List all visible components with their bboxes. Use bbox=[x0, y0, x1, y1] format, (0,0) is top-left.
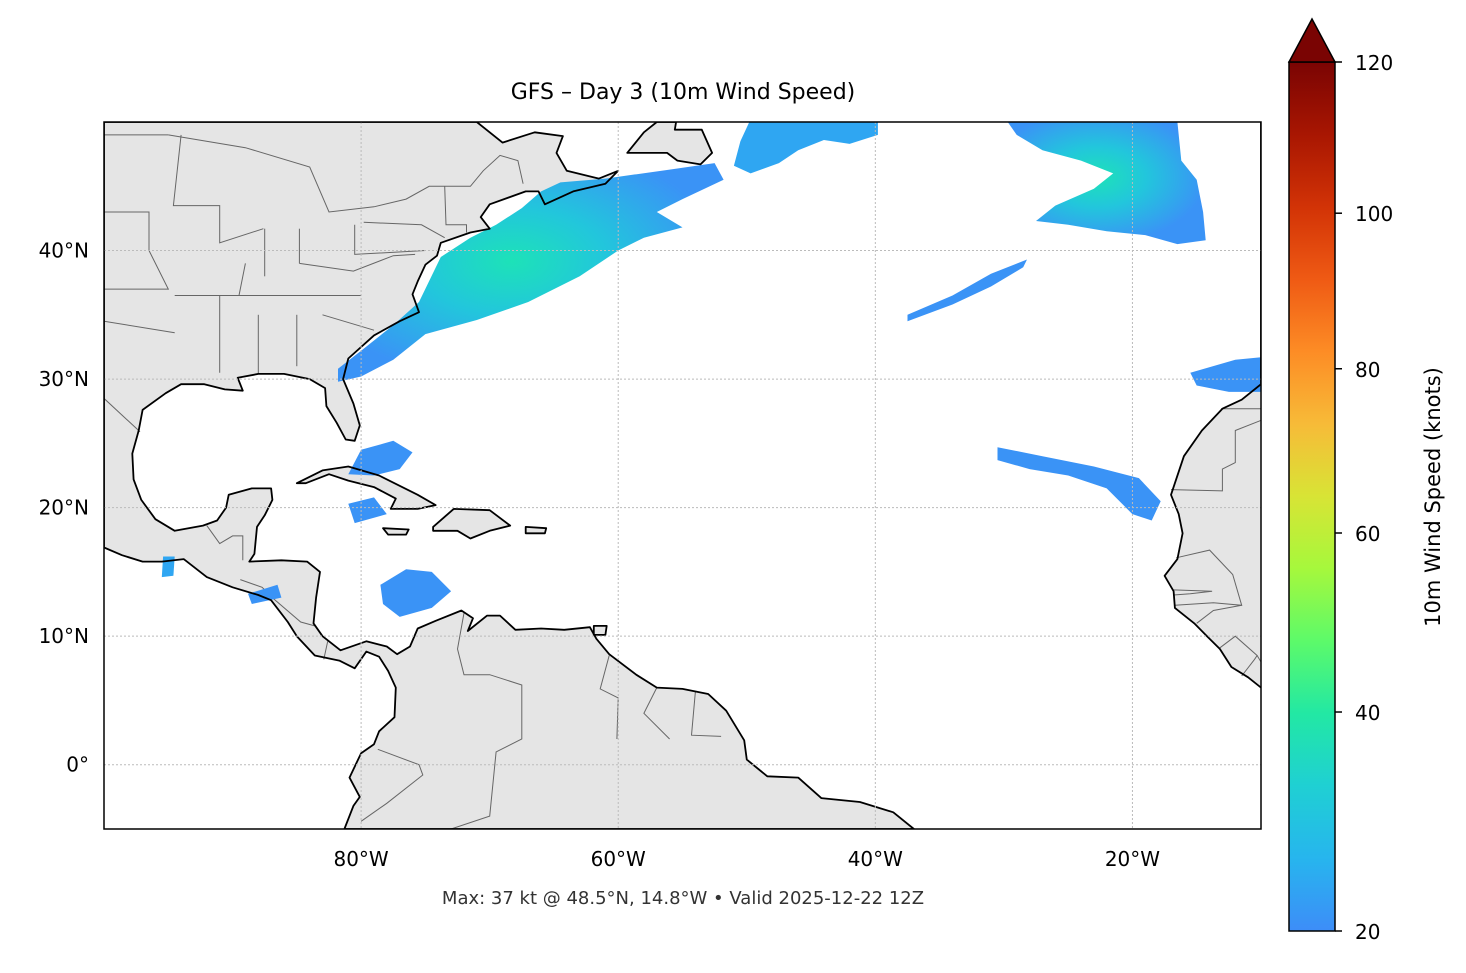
land-newfoundland bbox=[627, 122, 713, 165]
border-line bbox=[599, 655, 619, 740]
border-line bbox=[219, 263, 246, 373]
wind-field-region bbox=[348, 497, 387, 524]
map-frame bbox=[103, 121, 1262, 830]
border-line bbox=[1173, 589, 1213, 596]
border-line bbox=[1174, 549, 1243, 606]
border-line bbox=[360, 748, 424, 822]
border-line bbox=[104, 320, 175, 334]
coastline-jamaica bbox=[382, 527, 410, 536]
land-africa bbox=[1164, 122, 1261, 688]
border-line bbox=[363, 221, 445, 239]
wind-field-region bbox=[997, 447, 1161, 521]
border-line bbox=[354, 224, 426, 255]
colorbar-extend-max-arrow bbox=[1287, 17, 1337, 63]
wind-field-region bbox=[380, 569, 452, 617]
border-line bbox=[206, 525, 244, 561]
wind-field-region bbox=[348, 440, 413, 476]
colorbar-tick-label: 100 bbox=[1355, 202, 1393, 226]
border-line bbox=[450, 612, 523, 829]
land-hispaniola bbox=[433, 508, 511, 539]
coastline-americas bbox=[104, 122, 915, 829]
coastline-africa bbox=[1163, 122, 1261, 689]
wind-field-region bbox=[1190, 357, 1261, 392]
border-line bbox=[444, 186, 467, 233]
map-axes bbox=[104, 122, 1261, 829]
border-line bbox=[1170, 419, 1261, 492]
longitude-tick-labels: 80°W 60°W 40°W 20°W bbox=[333, 847, 1160, 871]
lat-tick-label: 20°N bbox=[39, 496, 89, 520]
coastline-newfoundland bbox=[626, 122, 713, 166]
wind-field-layer bbox=[161, 122, 1261, 617]
coastline-layer bbox=[104, 122, 1261, 829]
lon-tick-label: 60°W bbox=[591, 847, 646, 871]
land-layer bbox=[104, 122, 1261, 829]
border-line bbox=[323, 641, 329, 660]
coastline-cuba bbox=[295, 465, 437, 510]
border-line bbox=[643, 687, 670, 740]
coastline-puerto-rico bbox=[524, 526, 548, 535]
lat-tick-label: 40°N bbox=[39, 239, 89, 263]
borders-layer bbox=[104, 134, 1261, 829]
colorbar-tick-label: 20 bbox=[1355, 920, 1380, 944]
lon-tick-label: 20°W bbox=[1105, 847, 1160, 871]
lat-tick-label: 10°N bbox=[39, 624, 89, 648]
border-line bbox=[299, 253, 416, 272]
colorbar-tick-label: 80 bbox=[1355, 358, 1380, 382]
gridlines bbox=[104, 122, 1261, 829]
map-title: GFS – Day 3 (10m Wind Speed) bbox=[511, 80, 856, 105]
wind-field-region bbox=[248, 584, 282, 604]
colorbar-fill bbox=[1288, 61, 1336, 932]
lon-tick-label: 80°W bbox=[333, 847, 388, 871]
latitude-tick-labels: 40°N 30°N 20°N 10°N 0° bbox=[39, 239, 89, 777]
land-trinidad bbox=[593, 625, 607, 635]
land-americas bbox=[104, 122, 914, 829]
border-line bbox=[172, 134, 264, 244]
border-line bbox=[168, 134, 524, 213]
wind-field-region bbox=[338, 163, 724, 382]
border-line bbox=[690, 691, 722, 737]
colorbar: 20 40 60 80 100 120 10m Wind Speed (knots) bbox=[1287, 17, 1445, 944]
border-line bbox=[322, 314, 375, 331]
coastline-trinidad bbox=[592, 625, 608, 636]
border-line bbox=[1196, 604, 1242, 624]
land-cuba bbox=[296, 466, 436, 509]
colorbar-tick-label: 60 bbox=[1355, 522, 1380, 546]
lat-tick-label: 0° bbox=[66, 753, 89, 777]
wind-field-region bbox=[907, 259, 1027, 322]
border-line bbox=[104, 398, 141, 433]
footer-info: Max: 37 kt @ 48.5°N, 14.8°W • Valid 2025… bbox=[442, 888, 924, 909]
lat-tick-label: 30°N bbox=[39, 367, 89, 391]
wind-field-region bbox=[1007, 122, 1206, 245]
colorbar-tick-label: 120 bbox=[1355, 51, 1393, 75]
wind-field-region bbox=[733, 122, 878, 174]
colorbar-ticks: 20 40 60 80 100 120 bbox=[1335, 51, 1393, 944]
coastline-hispaniola bbox=[432, 507, 512, 540]
colorbar-tick-label: 40 bbox=[1355, 701, 1380, 725]
lon-tick-label: 40°W bbox=[848, 847, 903, 871]
colorbar-label: 10m Wind Speed (knots) bbox=[1421, 367, 1445, 627]
